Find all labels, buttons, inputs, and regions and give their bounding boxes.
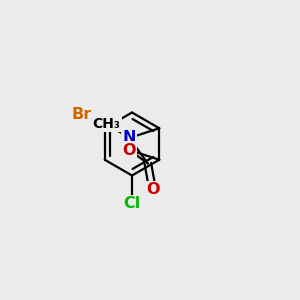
Text: O: O <box>146 182 159 197</box>
Text: N: N <box>123 130 136 146</box>
Text: CH₃: CH₃ <box>93 117 121 131</box>
Text: O: O <box>123 142 136 158</box>
Text: Br: Br <box>71 107 92 122</box>
Text: Cl: Cl <box>123 196 141 211</box>
